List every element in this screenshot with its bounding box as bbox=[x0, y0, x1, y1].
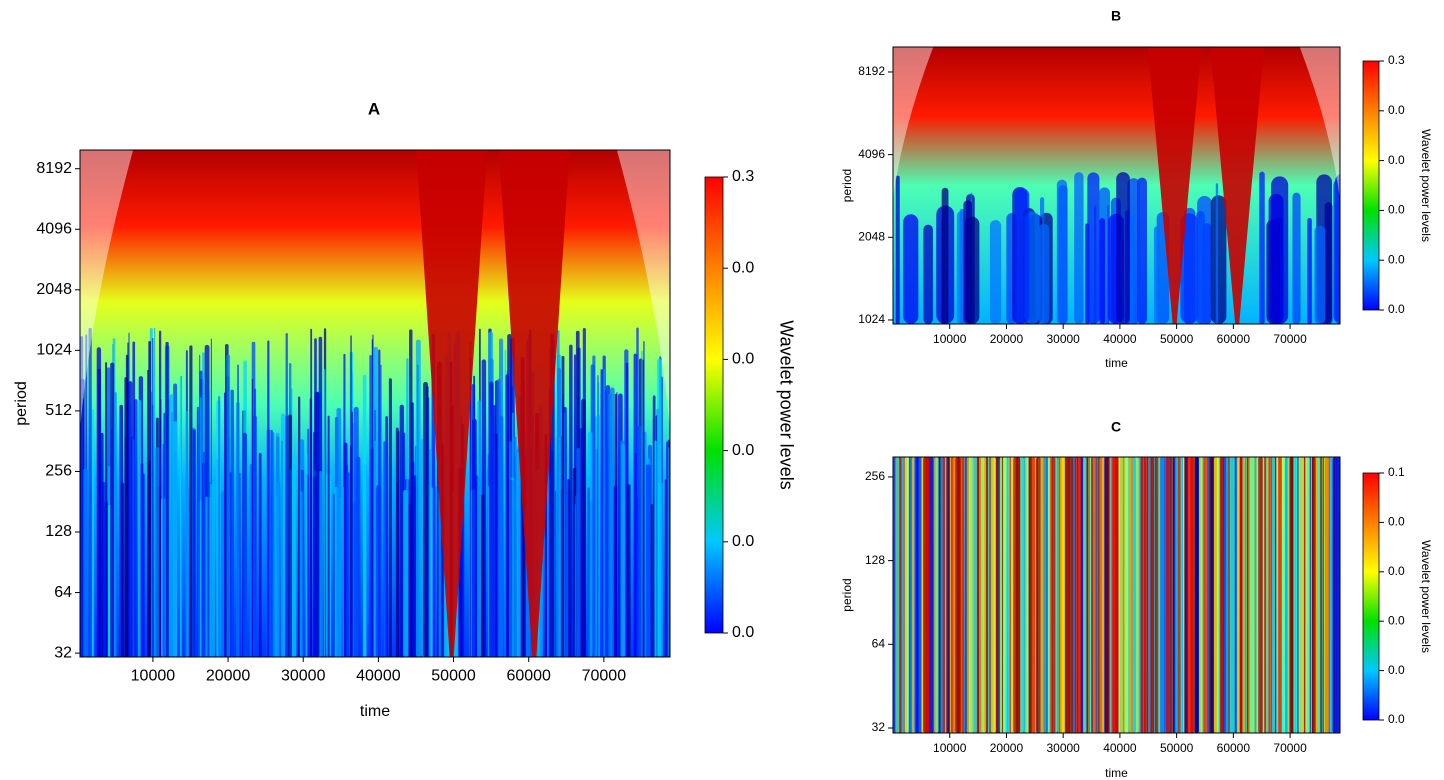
x-tick-label: 60000 bbox=[1217, 741, 1251, 755]
x-tick-label: 40000 bbox=[1103, 332, 1137, 346]
y-tick-label: 4096 bbox=[858, 147, 885, 161]
x-tick-label: 20000 bbox=[990, 741, 1024, 755]
x-tick-label: 10000 bbox=[933, 332, 967, 346]
y-axis-label: period bbox=[13, 381, 30, 425]
y-tick-label: 128 bbox=[865, 553, 885, 567]
colorbar-tick-label: 0.0 bbox=[1388, 663, 1405, 677]
y-tick-label: 1024 bbox=[858, 312, 885, 326]
chart-title: A bbox=[368, 99, 380, 118]
colorbar-tick-label: 0.0 bbox=[732, 442, 754, 459]
colorbar-tick-label: 0.0 bbox=[1388, 103, 1405, 117]
y-tick-label: 1024 bbox=[36, 342, 72, 359]
heatmap-image bbox=[893, 457, 1340, 733]
y-tick-label: 32 bbox=[872, 720, 886, 734]
x-tick-label: 70000 bbox=[1273, 332, 1307, 346]
y-axis-label: period bbox=[840, 578, 854, 611]
colorbar-tick-label: 0.1 bbox=[1388, 465, 1405, 479]
colorbar-tick-label: 0.0 bbox=[1388, 302, 1405, 316]
colorbar bbox=[1362, 472, 1380, 721]
x-tick-label: 10000 bbox=[131, 668, 176, 685]
x-tick-label: 30000 bbox=[281, 668, 326, 685]
x-tick-label: 50000 bbox=[431, 668, 476, 685]
y-tick-label: 8192 bbox=[858, 64, 885, 78]
x-tick-label: 70000 bbox=[1273, 741, 1307, 755]
x-tick-label: 20000 bbox=[206, 668, 251, 685]
y-axis-label: period bbox=[840, 169, 854, 202]
chart-title: B bbox=[1111, 8, 1121, 24]
x-tick-label: 20000 bbox=[990, 332, 1024, 346]
colorbar-tick-label: 0.3 bbox=[732, 168, 754, 185]
heatmap-image bbox=[893, 47, 1340, 324]
plot-frame bbox=[892, 456, 1341, 734]
x-tick-label: 70000 bbox=[582, 668, 627, 685]
colorbar-tick-label: 0.0 bbox=[1388, 564, 1405, 578]
y-tick-label: 128 bbox=[45, 523, 72, 540]
y-tick-label: 2048 bbox=[858, 229, 885, 243]
x-tick-label: 30000 bbox=[1046, 741, 1080, 755]
y-tick-label: 64 bbox=[872, 636, 886, 650]
x-tick-label: 10000 bbox=[933, 741, 967, 755]
x-tick-label: 40000 bbox=[356, 668, 401, 685]
y-tick-label: 8192 bbox=[36, 160, 72, 177]
plot-frame bbox=[892, 46, 1341, 325]
chart-title: C bbox=[1111, 419, 1121, 435]
heatmap-image bbox=[80, 150, 670, 657]
x-tick-label: 60000 bbox=[506, 668, 551, 685]
colorbar-label: Wavelet power levels bbox=[1419, 129, 1433, 242]
y-tick-label: 4096 bbox=[36, 220, 72, 237]
colorbar-label: Wavelet power levels bbox=[776, 320, 796, 489]
y-tick-label: 32 bbox=[54, 644, 72, 661]
x-tick-label: 50000 bbox=[1160, 332, 1194, 346]
x-axis-label: time bbox=[1105, 356, 1128, 370]
x-tick-label: 30000 bbox=[1046, 332, 1080, 346]
colorbar-tick-label: 0.0 bbox=[1388, 203, 1405, 217]
x-tick-label: 40000 bbox=[1103, 741, 1137, 755]
colorbar-tick-label: 0.0 bbox=[1388, 515, 1405, 529]
y-tick-label: 256 bbox=[865, 469, 885, 483]
colorbar-tick-label: 0.3 bbox=[1388, 53, 1405, 67]
colorbar-tick-label: 0.0 bbox=[732, 259, 754, 276]
y-tick-label: 256 bbox=[45, 463, 72, 480]
colorbar-tick-label: 0.0 bbox=[1388, 153, 1405, 167]
colorbar-tick-label: 0.0 bbox=[732, 533, 754, 550]
colorbar-label: Wavelet power levels bbox=[1419, 540, 1433, 653]
colorbar-tick-label: 0.0 bbox=[732, 351, 754, 368]
y-tick-label: 512 bbox=[45, 402, 72, 419]
colorbar-tick-label: 0.0 bbox=[1388, 613, 1405, 627]
colorbar-tick-label: 0.0 bbox=[732, 624, 754, 641]
colorbar bbox=[1362, 60, 1380, 311]
y-tick-label: 64 bbox=[54, 584, 72, 601]
colorbar-tick-label: 0.0 bbox=[1388, 712, 1405, 726]
y-tick-label: 2048 bbox=[36, 281, 72, 298]
x-tick-label: 60000 bbox=[1217, 332, 1251, 346]
x-axis-label: time bbox=[1105, 766, 1128, 780]
colorbar-tick-label: 0.0 bbox=[1388, 252, 1405, 266]
x-axis-label: time bbox=[360, 703, 390, 720]
plot-frame bbox=[79, 149, 671, 658]
colorbar bbox=[704, 176, 724, 634]
x-tick-label: 50000 bbox=[1160, 741, 1194, 755]
